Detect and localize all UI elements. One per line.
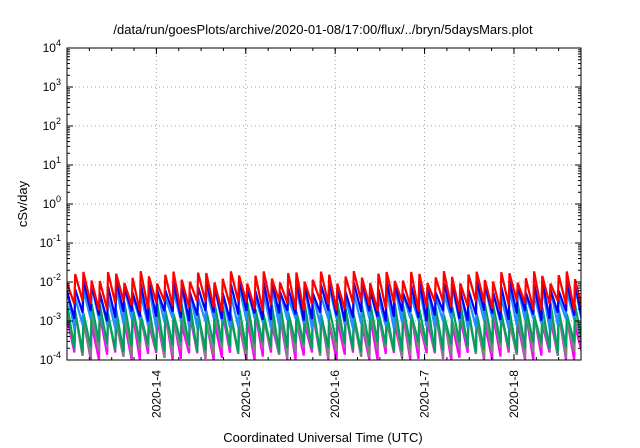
series-line <box>67 270 581 312</box>
y-tick-label: 100 <box>43 194 61 211</box>
x-axis: 2020-1-4 2020-1-5 2020-1-6 2020-1-7 2020-1-8 <box>66 48 582 418</box>
x-tick-label: 2020-1-6 <box>328 370 342 418</box>
y-tick-label: 10-4 <box>40 350 61 367</box>
x-tick-label: 2020-1-4 <box>149 370 163 418</box>
y-tick-label: 10-1 <box>40 233 61 250</box>
y-tick-label: 10-3 <box>40 311 61 328</box>
chart-title: /data/run/goesPlots/archive/2020-01-08/1… <box>113 22 533 37</box>
x-tick-label: 2020-1-8 <box>507 370 521 418</box>
y-tick-label: 101 <box>43 155 61 172</box>
x-axis-label: Coordinated Universal Time (UTC) <box>223 430 422 445</box>
x-tick-label: 2020-1-5 <box>239 370 253 418</box>
y-axis-label: cSv/day <box>15 180 30 227</box>
x-tick-label: 2020-1-7 <box>418 370 432 418</box>
y-axis: 10-4 10-3 10-2 10-1 100 101 102 103 104 <box>40 38 581 367</box>
y-tick-label: 102 <box>43 116 61 133</box>
series-layer <box>67 270 581 360</box>
y-tick-label: 103 <box>43 77 61 94</box>
y-tick-label: 104 <box>43 38 61 55</box>
y-tick-label: 10-2 <box>40 272 61 289</box>
